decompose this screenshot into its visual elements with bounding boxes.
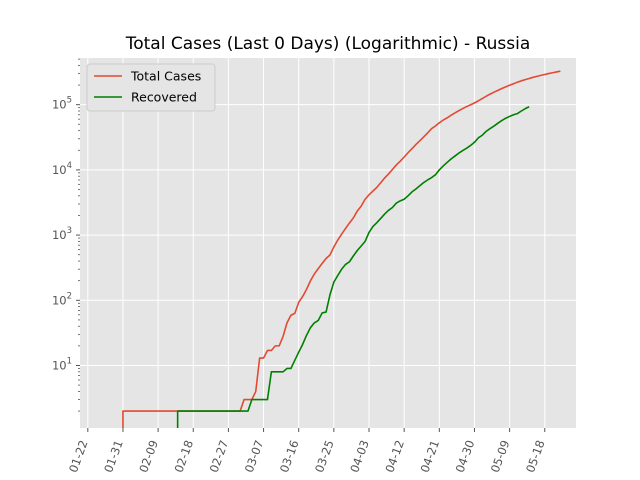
y-tick-base: 10 bbox=[52, 293, 67, 307]
y-tick-label: 104 bbox=[52, 161, 72, 177]
y-tick-exponent: 4 bbox=[67, 161, 72, 171]
y-tick-exponent: 5 bbox=[67, 96, 72, 106]
grid-lines bbox=[80, 58, 576, 428]
y-tick-label: 103 bbox=[52, 226, 72, 242]
legend-label: Recovered bbox=[131, 90, 197, 105]
legend: Total Cases Recovered bbox=[86, 63, 216, 112]
series-line-total-cases bbox=[122, 70, 561, 428]
y-tick-base: 10 bbox=[52, 163, 67, 177]
y-tick-exponent: 2 bbox=[67, 291, 72, 301]
y-tick-exponent: 3 bbox=[67, 226, 72, 236]
y-tick-base: 10 bbox=[52, 358, 67, 372]
y-tick-base: 10 bbox=[52, 228, 67, 242]
plot-area bbox=[80, 58, 576, 428]
y-tick-exponent: 1 bbox=[67, 356, 72, 366]
series-lines bbox=[122, 70, 561, 428]
y-tick-label: 102 bbox=[52, 291, 72, 307]
series-line-recovered bbox=[176, 106, 530, 428]
legend-label: Total Cases bbox=[130, 69, 201, 84]
chart-title: Total Cases (Last 0 Days) (Logarithmic) … bbox=[125, 34, 531, 54]
y-tick-base: 10 bbox=[52, 98, 67, 112]
y-tick-label: 101 bbox=[52, 356, 72, 372]
y-tick-label: 105 bbox=[52, 96, 72, 112]
